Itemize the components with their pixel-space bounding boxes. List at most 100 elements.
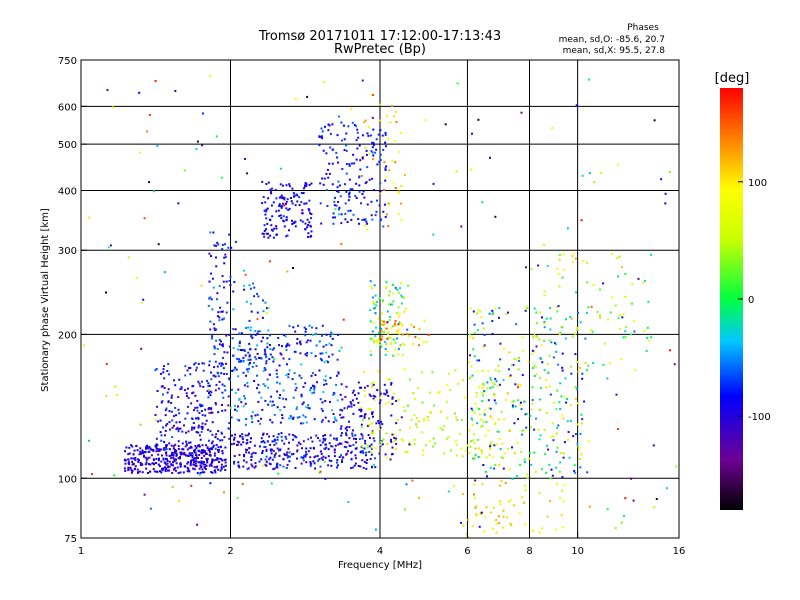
data-point [353,162,356,165]
data-point [387,225,390,228]
data-point [190,459,193,462]
data-point [491,386,494,389]
data-point [537,264,540,267]
data-point [519,401,522,404]
data-point [319,444,322,447]
data-point [445,400,448,403]
data-point [127,468,130,471]
data-point [563,441,566,444]
data-point [151,462,154,465]
data-point [281,417,284,420]
data-point [214,402,217,404]
data-point [285,235,288,238]
data-point [426,416,429,418]
data-point [268,218,271,221]
data-point [473,355,476,358]
data-point [161,467,163,470]
data-point [533,307,536,310]
data-point [220,340,222,343]
data-point [519,463,522,466]
data-point [140,347,143,350]
data-point [470,375,473,378]
data-point [232,328,235,331]
data-point [513,358,516,360]
data-point [550,435,553,438]
data-point [476,359,479,362]
data-point [633,330,636,333]
data-point [546,444,548,447]
data-point [171,454,173,456]
data-point [265,183,268,185]
data-point [365,462,368,464]
data-point [288,455,291,458]
data-point [200,449,203,452]
data-point [275,210,278,213]
data-point [168,469,171,472]
data-point [264,384,267,387]
data-point [155,457,158,460]
data-point [339,442,341,445]
data-point [543,369,546,372]
data-point [227,404,230,407]
data-point [472,439,475,442]
data-point [216,315,219,318]
data-point [391,397,394,400]
data-point [209,412,212,414]
data-point [549,307,551,310]
data-point [187,469,190,472]
data-point [205,464,208,467]
data-point [285,466,288,469]
data-point [329,132,332,135]
data-point [221,345,224,348]
data-point [513,504,516,507]
data-point [242,269,245,272]
data-point [265,362,268,365]
data-point [559,461,562,464]
data-point [279,464,282,467]
data-point [472,433,475,436]
data-point [365,451,368,454]
data-point [369,134,372,137]
data-point [566,227,569,230]
data-point [288,185,291,188]
data-point [336,461,338,464]
data-point [549,393,552,396]
data-point [269,463,272,466]
data-point [200,451,203,454]
data-point [246,385,249,388]
data-point [184,417,187,420]
data-point [395,400,398,402]
data-point [382,210,385,213]
data-point [538,338,541,341]
data-point [208,447,211,450]
data-point [209,390,212,393]
data-point [358,175,361,178]
data-point [382,438,385,441]
data-point [473,323,476,326]
data-point [379,153,382,156]
data-point [438,390,441,393]
data-point [229,284,232,286]
data-point [364,224,367,227]
data-point [384,393,387,396]
data-point [305,447,308,450]
data-point [500,410,503,413]
data-point [542,243,545,246]
data-point [512,363,515,366]
data-point [286,456,289,459]
data-point [215,135,218,138]
data-point [130,469,133,472]
data-point [376,301,379,303]
data-point [354,195,357,197]
data-point [237,348,240,351]
data-point [398,312,401,315]
data-point [354,434,357,437]
data-point [285,184,288,187]
data-point [630,333,632,336]
data-point [188,366,191,369]
data-point [631,283,634,286]
data-point [394,187,397,189]
data-point [214,389,217,392]
data-point [258,391,261,394]
data-point [211,308,214,311]
